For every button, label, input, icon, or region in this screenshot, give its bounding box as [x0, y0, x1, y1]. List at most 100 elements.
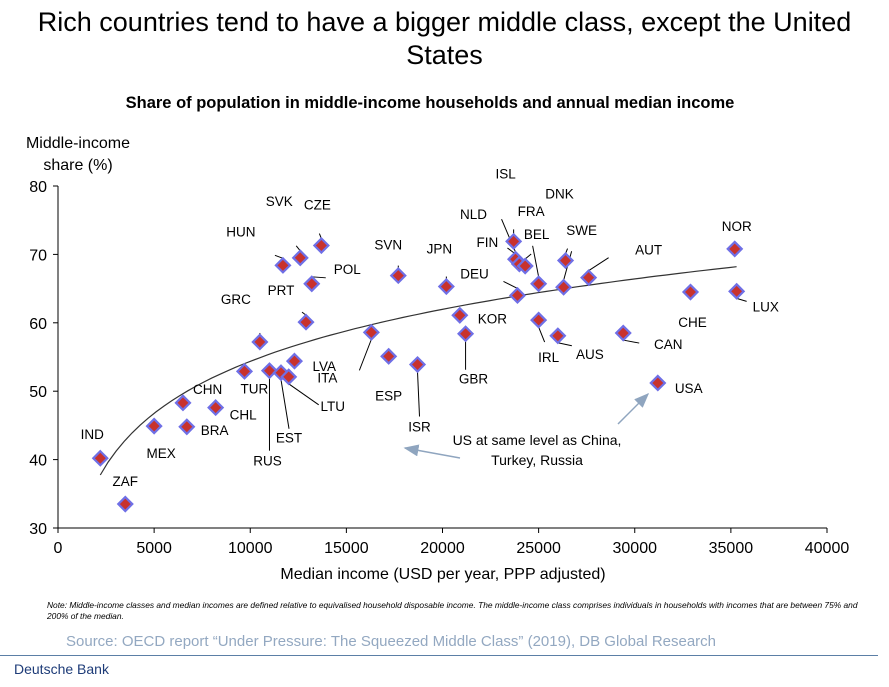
label-chn: CHN — [193, 382, 222, 397]
leader-fra — [524, 253, 532, 260]
point-aut — [580, 269, 598, 287]
label-svk: SVK — [266, 194, 293, 209]
x-tick-label: 5000 — [136, 540, 172, 557]
annotation-arrow-usa — [617, 392, 650, 425]
leader-isr — [417, 371, 421, 417]
point-grc — [251, 333, 269, 351]
y-tick-label: 30 — [29, 521, 47, 538]
label-ind: IND — [81, 427, 105, 442]
point-kor — [451, 306, 469, 324]
point-hun — [274, 256, 292, 274]
point-fra — [516, 257, 534, 275]
point-isr — [408, 355, 427, 374]
point-chl — [207, 399, 225, 417]
point-prt — [297, 313, 315, 331]
label-can: CAN — [654, 337, 683, 352]
label-bra: BRA — [201, 423, 229, 438]
point-esp — [380, 347, 398, 365]
label-rus: RUS — [253, 454, 282, 469]
x-tick-label: 30000 — [613, 540, 658, 557]
leader-pol — [311, 276, 326, 279]
point-lux — [728, 282, 746, 300]
point-pol — [303, 275, 321, 293]
point-jpn — [437, 277, 455, 296]
label-aut: AUT — [635, 243, 662, 258]
point-zaf — [116, 495, 134, 513]
point-lva — [285, 352, 304, 370]
label-esp: ESP — [375, 388, 402, 403]
point-ind — [91, 449, 109, 467]
point-dnk — [556, 252, 575, 270]
label-deu: DEU — [460, 266, 489, 281]
label-bel: BEL — [524, 227, 550, 242]
point-bra — [178, 418, 196, 436]
y-tick-label: 70 — [29, 247, 47, 264]
point-bel — [530, 275, 548, 293]
leader-irl — [538, 326, 546, 343]
label-pol: POL — [334, 262, 362, 277]
label-isl: ISL — [495, 166, 516, 181]
point-chn — [174, 394, 192, 412]
label-kor: KOR — [478, 311, 508, 326]
point-svk — [291, 249, 309, 267]
leader-aus — [557, 342, 572, 347]
x-tick-label: 35000 — [709, 540, 754, 557]
label-ltu: LTU — [320, 399, 345, 414]
footer-divider — [0, 655, 878, 656]
point-gbr — [457, 325, 475, 343]
point-tur — [235, 362, 254, 380]
x-axis-title: Median income (USD per year, PPP adjuste… — [280, 566, 606, 583]
chart-title: Rich countries tend to have a bigger mid… — [37, 7, 852, 70]
brand-name: Deutsche Bank — [14, 661, 109, 677]
label-isr: ISR — [408, 420, 431, 435]
trend-line — [99, 266, 737, 476]
us-annotation: US at same level as China, Turkey, Russi… — [452, 432, 622, 468]
leader-aut — [588, 257, 609, 272]
chart-subtitle: Share of population in middle-income hou… — [125, 94, 735, 112]
x-tick-label: 0 — [54, 540, 63, 557]
point-ltu — [280, 368, 298, 386]
point-aus — [549, 327, 567, 345]
x-tick-label: 25000 — [516, 540, 561, 557]
point-swe — [555, 278, 573, 296]
y-axis-title: Middle-income share (%) — [25, 135, 131, 174]
label-hun: HUN — [226, 224, 255, 239]
leader-deu — [503, 280, 518, 289]
point-svn — [389, 267, 407, 285]
point-rus — [260, 362, 279, 380]
label-usa: USA — [675, 381, 703, 396]
label-ita: ITA — [317, 370, 337, 385]
annotation-arrow-left — [403, 444, 461, 459]
point-mex — [145, 417, 163, 435]
label-tur: TUR — [240, 381, 268, 396]
label-che: CHE — [678, 315, 707, 330]
x-tick-label: 40000 — [805, 540, 850, 557]
label-mex: MEX — [146, 446, 175, 461]
label-cze: CZE — [304, 198, 331, 213]
label-zaf: ZAF — [113, 474, 139, 489]
label-nld: NLD — [460, 207, 487, 222]
point-che — [681, 283, 700, 301]
leader-ltu — [288, 383, 319, 406]
point-usa — [649, 374, 667, 392]
label-est: EST — [276, 431, 302, 446]
leader-bel — [532, 245, 540, 277]
source-line: Source: OECD report “Under Pressure: The… — [66, 633, 717, 650]
x-tick-label: 10000 — [228, 540, 273, 557]
label-irl: IRL — [538, 350, 560, 365]
point-nor — [726, 240, 744, 258]
label-lva: LVA — [312, 359, 336, 374]
point-irl — [530, 311, 548, 329]
label-grc: GRC — [221, 292, 251, 307]
x-tick-label: 15000 — [324, 540, 369, 557]
x-tick-label: 20000 — [420, 540, 465, 557]
y-tick-label: 60 — [29, 316, 47, 333]
leader-lux — [736, 297, 747, 302]
label-aus: AUS — [576, 347, 604, 362]
leader-can — [623, 339, 640, 344]
point-deu — [508, 286, 527, 304]
leader-hun — [274, 254, 284, 259]
y-tick-label: 40 — [29, 453, 47, 470]
label-gbr: GBR — [459, 372, 489, 387]
